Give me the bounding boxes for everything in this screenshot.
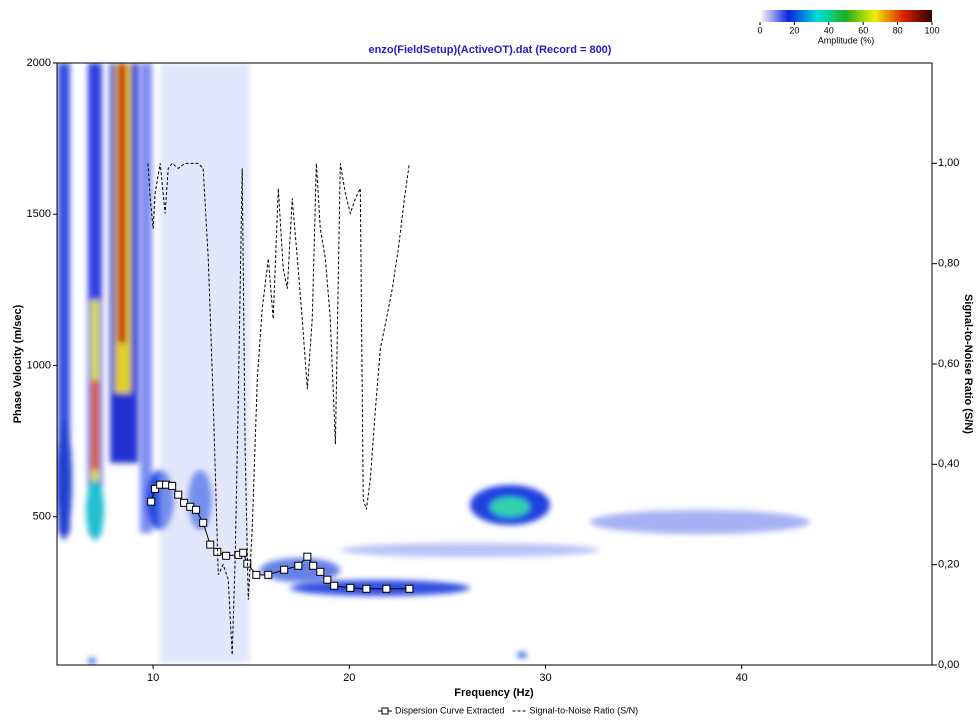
series-marker xyxy=(382,584,391,593)
x-tick-label: 10 xyxy=(147,672,159,684)
series-line xyxy=(147,162,410,655)
series-marker xyxy=(280,565,289,574)
y2-tick-label: 0,00 xyxy=(938,659,959,671)
series-marker xyxy=(239,548,248,557)
legend-label: Dispersion Curve Extracted xyxy=(395,705,505,715)
series-marker xyxy=(330,581,339,590)
y2-tick-label: 0,40 xyxy=(938,458,959,470)
series-marker xyxy=(405,584,414,593)
series-marker xyxy=(151,484,160,493)
colorbar-tick-label: 60 xyxy=(858,25,868,35)
y-axis-label: Phase Velocity (m/sec) xyxy=(12,304,24,423)
series-marker xyxy=(147,497,156,506)
y2-tick-label: 0,80 xyxy=(938,258,959,270)
colorbar-label: Amplitude (%) xyxy=(818,35,875,45)
series-marker xyxy=(362,584,371,593)
series-marker xyxy=(309,561,318,570)
colorbar-tick-label: 80 xyxy=(893,25,903,35)
colorbar-tick-label: 0 xyxy=(757,25,762,35)
colorbar-tick-label: 100 xyxy=(924,25,939,35)
series-marker xyxy=(199,518,208,527)
series-marker xyxy=(174,490,183,499)
series-marker xyxy=(303,552,312,561)
y2-tick-label: 0,60 xyxy=(938,358,959,370)
y2-tick-label: 0,20 xyxy=(938,559,959,571)
series-marker xyxy=(316,567,325,576)
series-marker xyxy=(323,575,332,584)
series-marker xyxy=(192,505,201,514)
x-tick-label: 30 xyxy=(539,672,551,684)
dispersion-image xyxy=(57,63,810,664)
chart-title: enzo(FieldSetup)(ActiveOT).dat (Record =… xyxy=(369,44,612,56)
legend-label: Signal-to-Noise Ratio (S/N) xyxy=(530,705,639,715)
y2-tick-label: 1,00 xyxy=(938,157,959,169)
series-marker xyxy=(252,570,261,579)
series-marker xyxy=(294,561,303,570)
series-marker xyxy=(264,570,273,579)
y-tick-label: 500 xyxy=(33,511,51,523)
series-marker xyxy=(168,481,177,490)
x-tick-label: 40 xyxy=(736,672,748,684)
series-marker xyxy=(206,540,215,549)
x-tick-label: 20 xyxy=(343,672,355,684)
y-tick-label: 2000 xyxy=(27,57,51,69)
y2-axis-label: Signal-to-Noise Ratio (S/N) xyxy=(962,294,974,434)
y-tick-label: 1500 xyxy=(27,208,51,220)
series-marker xyxy=(346,583,355,592)
x-axis-label: Frequency (Hz) xyxy=(454,687,534,699)
colorbar-tick-label: 20 xyxy=(789,25,799,35)
colorbar-tick-label: 40 xyxy=(824,25,834,35)
y-tick-label: 1000 xyxy=(27,359,51,371)
legend-marker xyxy=(381,707,389,715)
series-marker xyxy=(222,551,231,560)
colorbar xyxy=(760,10,932,22)
